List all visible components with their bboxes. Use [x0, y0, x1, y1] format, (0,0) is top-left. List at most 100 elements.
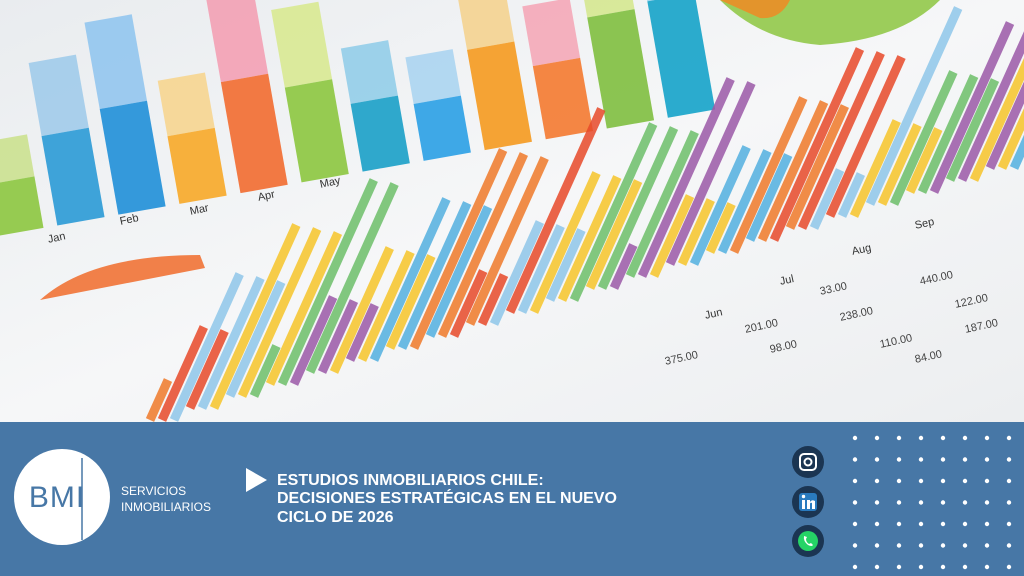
photo-bar — [220, 73, 288, 194]
photo-top-chart — [0, 0, 716, 237]
dot — [962, 435, 968, 441]
photo-bar — [917, 74, 979, 194]
dot — [1006, 543, 1012, 548]
dot — [962, 543, 968, 548]
dot — [962, 521, 968, 527]
photo-bar — [277, 178, 378, 386]
photo-bar — [265, 231, 343, 386]
dot — [874, 500, 880, 505]
photo-bar — [289, 295, 338, 386]
month-label: Jan — [47, 230, 67, 245]
photo-bar — [877, 123, 922, 206]
month-label: Feb — [119, 212, 140, 228]
pie-slice — [720, 0, 790, 19]
photo-bar — [665, 81, 756, 266]
photo-bar — [689, 145, 751, 266]
dot — [940, 543, 946, 548]
photo-bar — [345, 303, 379, 362]
photo-bar — [587, 9, 655, 129]
photo-bar — [757, 100, 829, 242]
dot — [852, 521, 858, 527]
photo-bar — [28, 54, 89, 137]
photo-bar — [385, 254, 436, 350]
photo-bar — [557, 175, 622, 302]
instagram-icon[interactable] — [792, 446, 824, 478]
headline: DECISIONES ESTRATÉGICAS EN EL NUEVO — [277, 488, 617, 507]
photo-bar — [350, 95, 410, 172]
photo-bar — [340, 40, 398, 104]
photo-bar — [317, 299, 359, 374]
photo-bar — [545, 228, 586, 302]
dot — [984, 543, 990, 548]
dot — [940, 500, 946, 505]
dot — [984, 435, 990, 441]
month-label: Sep — [914, 216, 936, 232]
dot — [962, 564, 968, 570]
dot — [918, 521, 924, 527]
photo-bar — [637, 77, 735, 278]
dot — [940, 478, 946, 484]
photo-bar — [647, 0, 716, 118]
dot — [918, 478, 924, 484]
photo-bar — [145, 378, 173, 422]
photo-bar — [167, 127, 227, 204]
photo-bar — [609, 243, 638, 290]
tagline: INMOBILIARIOS — [121, 500, 211, 514]
photo-bar — [84, 14, 147, 110]
photo-lower-chart — [145, 6, 1024, 422]
whatsapp-icon[interactable] — [792, 525, 824, 557]
dot — [918, 500, 924, 505]
photo-bar — [465, 156, 549, 326]
photo-bar — [517, 224, 565, 314]
photo-bar — [649, 194, 695, 278]
photo-bar — [0, 134, 35, 185]
photo-bar — [329, 246, 394, 374]
dot — [918, 457, 924, 462]
dot — [940, 435, 946, 441]
photo-bar — [489, 220, 545, 326]
dot — [940, 521, 946, 527]
footer-band — [0, 422, 1024, 576]
photo-bar — [1009, 134, 1024, 170]
dot — [874, 435, 880, 441]
photo-bar — [477, 273, 509, 326]
photo-bar — [729, 96, 808, 254]
dot — [874, 457, 880, 462]
photo-bar — [532, 57, 594, 140]
pie-slice — [40, 255, 205, 300]
dot — [1006, 500, 1012, 505]
photo-bar — [369, 197, 451, 362]
photo-bar — [529, 171, 601, 314]
photo-bar — [405, 49, 461, 104]
photo-bar — [185, 329, 229, 410]
photo-bar — [997, 108, 1024, 170]
photo-bar — [0, 176, 44, 237]
photo-bar — [797, 51, 885, 230]
photo-bar — [449, 269, 488, 338]
dot — [962, 478, 968, 484]
month-label: Aug — [851, 242, 873, 258]
dot — [852, 564, 858, 570]
dot — [918, 435, 924, 441]
logo-circle — [14, 449, 110, 545]
photo-bar — [305, 182, 399, 374]
dot — [1006, 478, 1012, 484]
dot-grid — [852, 435, 1012, 570]
photo-bar — [357, 250, 415, 362]
linkedin-icon[interactable] — [792, 486, 824, 518]
photo-bar — [677, 198, 715, 266]
month-label: Mar — [189, 202, 210, 218]
photo-bar — [397, 201, 472, 350]
photo-bar — [745, 153, 793, 242]
photo-bar — [249, 344, 281, 398]
photo-bar — [769, 47, 865, 242]
dot — [874, 564, 880, 570]
photo-bar — [569, 122, 658, 302]
photo-bar — [717, 149, 772, 254]
month-label: Jul — [779, 273, 795, 288]
dot — [984, 500, 990, 505]
photo-bar — [409, 148, 508, 350]
dot — [962, 457, 968, 462]
